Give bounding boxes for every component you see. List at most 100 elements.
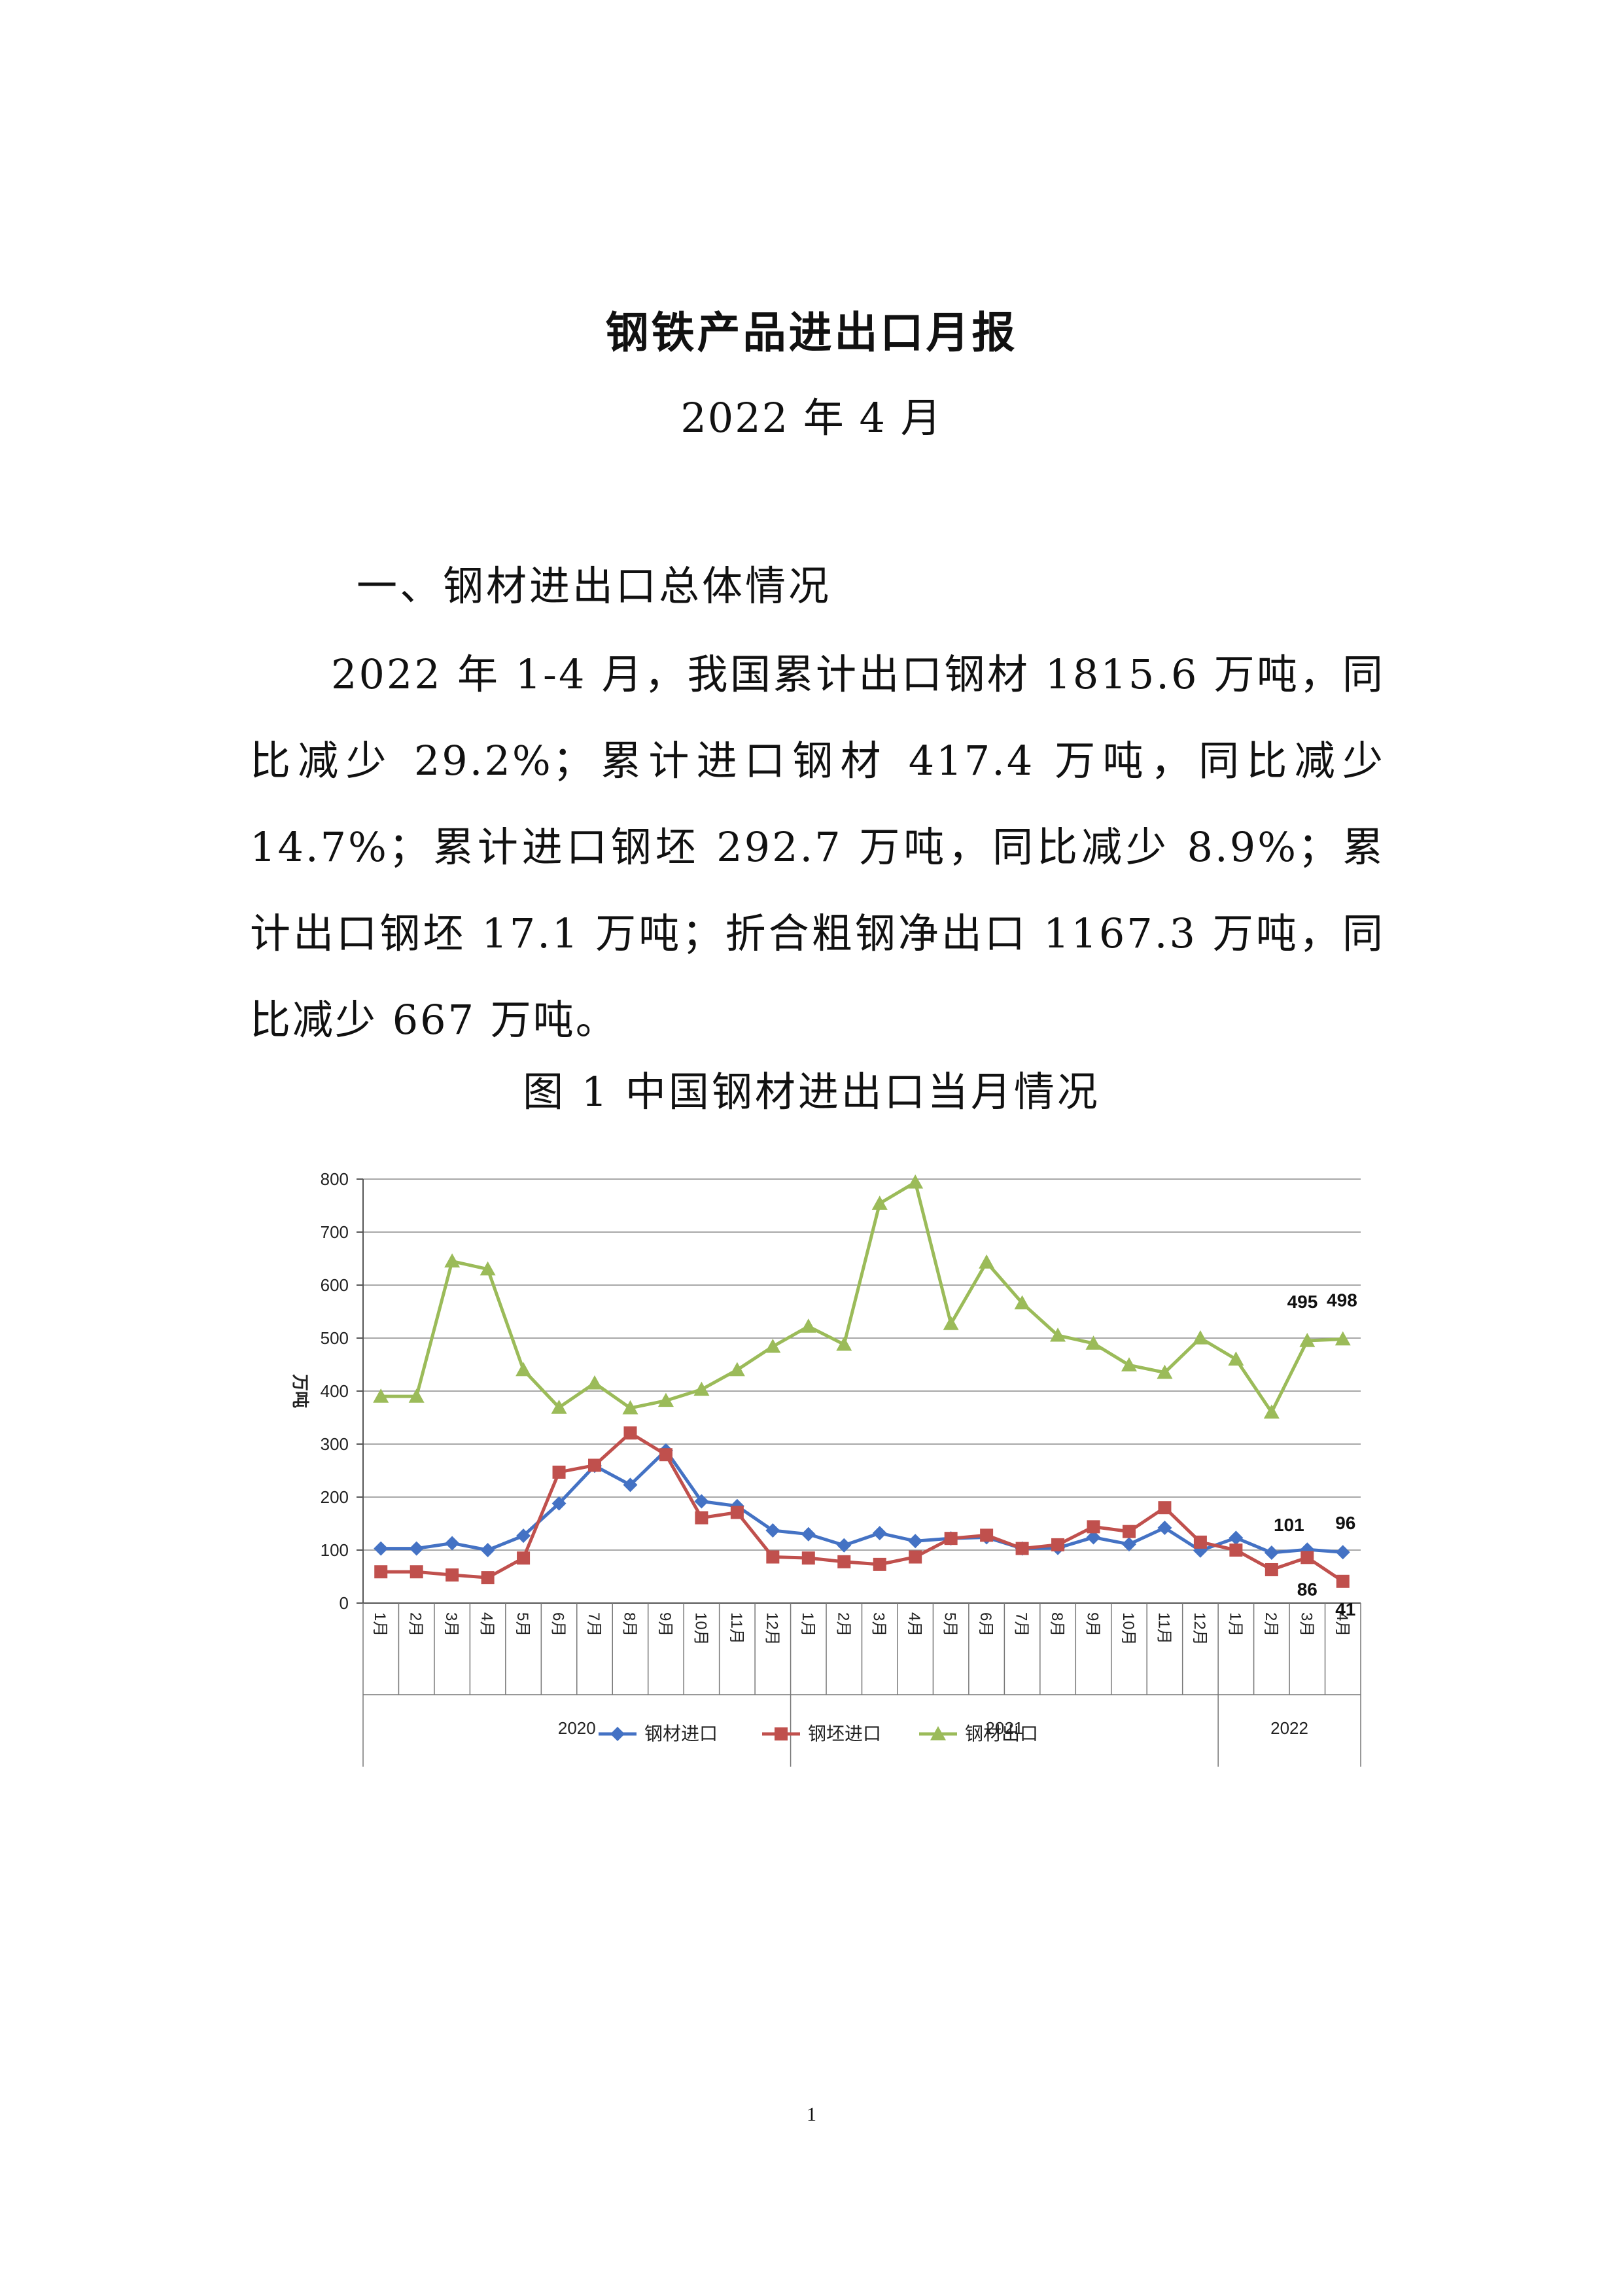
data-point — [837, 1538, 852, 1553]
data-point — [1157, 1520, 1172, 1535]
x-tick-label: 10月 — [691, 1612, 709, 1646]
x-tick-label: 1月 — [1226, 1612, 1244, 1636]
x-group-label: 2020 — [558, 1718, 596, 1738]
data-point — [837, 1555, 851, 1568]
x-tick-label: 8月 — [1048, 1612, 1066, 1636]
x-tick-label: 4月 — [1333, 1612, 1351, 1636]
series-line — [381, 1180, 1343, 1414]
chart-data-labels: 101 96 86 41 495 498 — [1274, 1290, 1357, 1619]
x-group-label: 2021 — [985, 1718, 1023, 1738]
x-tick-label: 5月 — [941, 1612, 959, 1636]
data-point — [729, 1362, 745, 1377]
data-point — [1229, 1544, 1243, 1557]
data-point — [800, 1318, 816, 1333]
data-point — [1122, 1525, 1136, 1538]
data-point — [1086, 1530, 1101, 1545]
y-tick-label: 800 — [321, 1169, 349, 1189]
x-tick-label: 2月 — [407, 1612, 425, 1636]
data-point — [659, 1448, 672, 1462]
data-point — [622, 1400, 638, 1415]
series-line — [381, 1449, 1343, 1555]
data-point — [836, 1336, 852, 1351]
x-tick-label: 9月 — [656, 1612, 674, 1636]
data-point — [1335, 1331, 1351, 1346]
data-point — [766, 1550, 780, 1564]
chart-axes: 0 100 200 300 400 500 600 700 800 万吨 1月 2月 3月 4月 5月 6月 7… — [290, 1169, 1361, 1767]
y-tick-label: 700 — [321, 1222, 349, 1242]
data-point — [1121, 1537, 1136, 1552]
legend-label: 钢材出口 — [965, 1723, 1038, 1744]
data-point — [1192, 1330, 1208, 1345]
y-tick-label: 400 — [321, 1381, 349, 1401]
data-point — [1193, 1535, 1207, 1549]
data-point — [480, 1543, 495, 1557]
x-tick-label: 12月 — [763, 1612, 780, 1646]
data-point — [409, 1541, 424, 1556]
y-axis-title: 万吨 — [290, 1374, 310, 1408]
data-point — [1157, 1364, 1173, 1379]
data-point — [801, 1551, 815, 1565]
data-point — [1085, 1335, 1102, 1350]
data-point — [1228, 1351, 1244, 1366]
y-tick-label: 200 — [321, 1487, 349, 1507]
data-label: 96 — [1335, 1513, 1355, 1533]
data-point — [515, 1362, 532, 1377]
x-tick-label: 4月 — [478, 1612, 496, 1636]
data-point — [587, 1375, 603, 1390]
data-point — [374, 1565, 388, 1579]
figure-caption: 图 1 中国钢材进出口当月情况 — [523, 1068, 1100, 1116]
data-label: 101 — [1274, 1515, 1304, 1535]
data-point — [872, 1526, 887, 1541]
data-point — [1263, 1404, 1280, 1419]
legend-label: 钢材进口 — [644, 1723, 718, 1744]
x-tick-label: 11月 — [1155, 1612, 1172, 1644]
data-point — [1229, 1530, 1244, 1545]
data-point — [410, 1565, 423, 1579]
data-point — [765, 1523, 780, 1538]
data-point — [765, 1338, 781, 1353]
y-tick-label: 300 — [321, 1434, 349, 1454]
x-tick-label: 4月 — [905, 1612, 923, 1636]
body-paragraph: 2022 年 1-4 月，我国累计出口钢材 1815.6 万吨，同比减少 29.… — [250, 650, 1385, 1044]
data-point — [408, 1388, 425, 1403]
data-point — [1300, 1551, 1314, 1564]
data-point — [623, 1477, 638, 1492]
data-point — [552, 1465, 566, 1479]
data-point — [1265, 1563, 1278, 1576]
data-point — [980, 1528, 994, 1542]
data-point — [1335, 1545, 1350, 1560]
data-point — [657, 1392, 674, 1407]
data-point — [1014, 1295, 1030, 1310]
data-point — [588, 1458, 602, 1472]
x-tick-label: 7月 — [1013, 1612, 1030, 1636]
data-point — [480, 1261, 496, 1276]
data-point — [373, 1388, 389, 1403]
data-point — [930, 1726, 946, 1740]
x-tick-label: 9月 — [1084, 1612, 1102, 1636]
data-point — [1050, 1327, 1066, 1342]
data-point — [1299, 1333, 1316, 1347]
data-point — [623, 1426, 637, 1439]
data-point — [801, 1527, 816, 1542]
data-point — [445, 1536, 460, 1551]
x-tick-label: 2月 — [1262, 1612, 1280, 1636]
data-point — [873, 1557, 886, 1571]
legend-label: 钢坯进口 — [808, 1723, 881, 1744]
data-label: 498 — [1327, 1290, 1357, 1311]
line-chart: 0 100 200 300 400 500 600 700 800 万吨 1月 2月 3月 4月 5月 6月 7… — [290, 1169, 1361, 1767]
data-label: 41 — [1335, 1599, 1355, 1619]
data-point — [871, 1195, 888, 1210]
chart-series — [373, 1174, 1351, 1588]
chart-legend: 钢材进口 钢坯进口 钢材出口 — [599, 1723, 1038, 1744]
data-point — [445, 1568, 459, 1582]
data-point — [979, 1254, 995, 1269]
data-point — [374, 1541, 389, 1556]
x-group-label: 2022 — [1270, 1718, 1308, 1738]
chart-gridlines — [363, 1178, 1361, 1551]
x-tick-label: 3月 — [442, 1612, 460, 1636]
data-point — [1336, 1574, 1350, 1588]
x-tick-label: 11月 — [727, 1612, 745, 1644]
data-point — [907, 1174, 924, 1189]
data-point — [694, 1494, 709, 1509]
document-subtitle: 2022 年 4 月 — [680, 394, 943, 442]
